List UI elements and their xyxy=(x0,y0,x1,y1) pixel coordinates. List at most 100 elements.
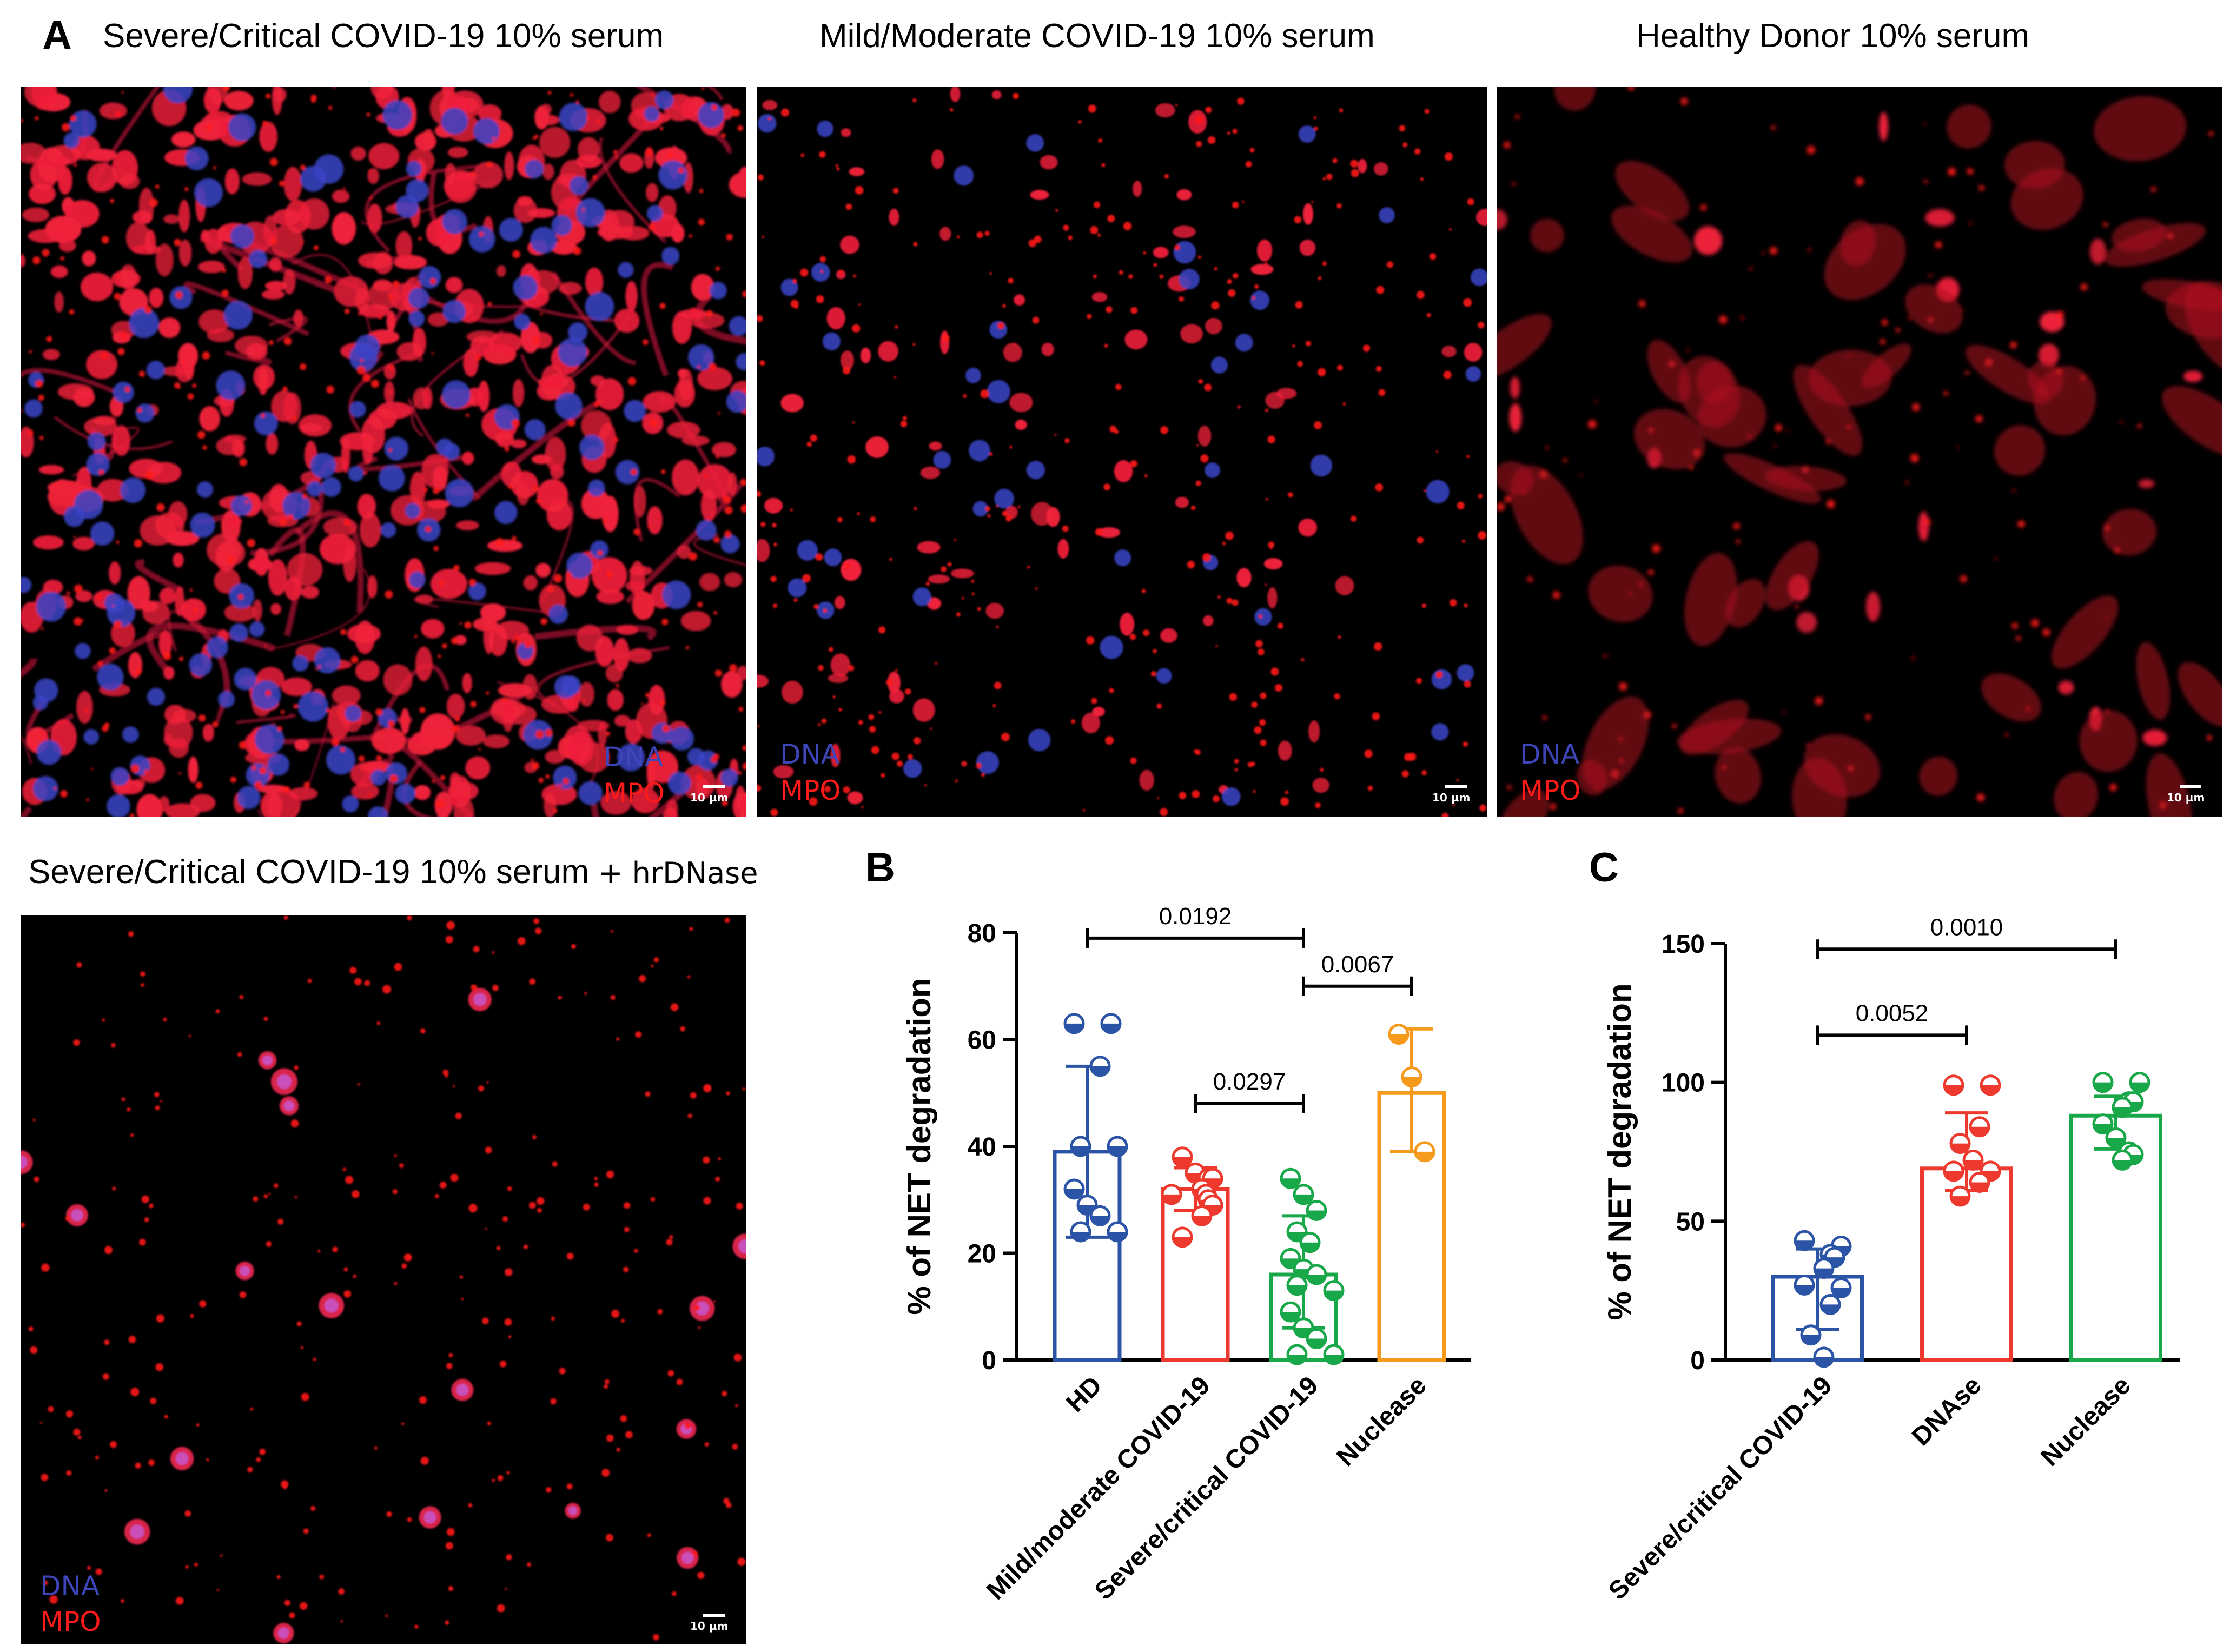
mpo-speck xyxy=(135,1462,141,1469)
mpo-speck xyxy=(694,1305,700,1311)
legend-dna: DNA xyxy=(40,1570,100,1602)
mpo-spot xyxy=(632,591,655,620)
mpo-speck xyxy=(650,964,654,968)
legend-dna: DNA xyxy=(1520,739,1580,770)
mpo-spot xyxy=(940,330,950,354)
neutrophil-cell xyxy=(69,110,97,138)
mpo-spot xyxy=(242,172,272,186)
mpo-speck xyxy=(540,618,547,625)
mpo-speck xyxy=(689,552,698,561)
point-fill xyxy=(1162,1194,1181,1204)
mpo-speck xyxy=(1258,614,1262,619)
mpo-speck xyxy=(913,242,918,247)
mpo-speck xyxy=(687,1113,692,1118)
mpo-speck xyxy=(668,152,674,158)
mpo-speck xyxy=(1923,122,1926,125)
point-fill xyxy=(1802,1335,1820,1344)
diffuse-mpo xyxy=(1862,343,1911,388)
cell-nucleus xyxy=(283,1100,295,1111)
mpo-spot xyxy=(1175,496,1189,508)
mpo-spot xyxy=(259,121,277,152)
mpo-speck xyxy=(1207,136,1216,144)
mpo-speck xyxy=(1101,163,1106,168)
mpo-spot xyxy=(513,198,538,223)
mpo-speck xyxy=(392,280,400,288)
mpo-speck xyxy=(606,571,613,578)
diffuse-mpo xyxy=(1981,673,2041,722)
mpo-speck xyxy=(1421,603,1427,608)
mpo-speck xyxy=(1292,344,1295,348)
mpo-speck xyxy=(669,1235,673,1239)
mpo-spot xyxy=(545,436,566,472)
mpo-speck xyxy=(511,419,520,428)
legend-dna: DNA xyxy=(604,741,664,773)
neutrophil-cell xyxy=(757,114,777,133)
mpo-speck xyxy=(1055,209,1058,212)
mpo-speck xyxy=(573,247,581,255)
mpo-speck xyxy=(378,315,382,320)
mpo-speck xyxy=(155,1105,160,1111)
mpo-speck xyxy=(962,597,964,600)
neutrophil-cell xyxy=(1100,635,1123,659)
mpo-speck xyxy=(300,164,306,170)
point-fill xyxy=(1795,1285,1814,1295)
point-fill xyxy=(1307,1275,1326,1284)
mpo-spot xyxy=(271,390,297,422)
micrograph-texture xyxy=(1497,87,2222,817)
mpo-speck xyxy=(1375,366,1382,372)
mpo-speck xyxy=(445,936,453,944)
mpo-spot xyxy=(427,312,449,327)
mpo-spot xyxy=(108,561,121,585)
mpo-speck xyxy=(1416,678,1422,684)
neutrophil-cell xyxy=(559,103,588,131)
mpo-speck xyxy=(155,184,160,189)
mpo-speck xyxy=(540,312,543,316)
mpo-spot xyxy=(920,466,941,479)
data-point xyxy=(1280,1167,1301,1189)
mpo-speck xyxy=(647,525,651,528)
mpo-speck xyxy=(315,668,317,671)
mpo-speck xyxy=(46,336,52,342)
mpo-spot xyxy=(633,486,646,518)
net-strand xyxy=(641,262,674,377)
neutrophil-cell xyxy=(342,795,359,813)
mpo-speck xyxy=(492,984,499,991)
mpo-speck xyxy=(212,721,219,728)
data-point xyxy=(1943,1160,1964,1182)
point-fill xyxy=(1951,1143,1969,1153)
mpo-speck xyxy=(737,1557,746,1566)
neutrophil-cell xyxy=(987,380,1010,403)
mpo-speck xyxy=(399,1163,404,1168)
mpo-speck xyxy=(757,315,763,322)
data-point xyxy=(2092,1072,2114,1093)
mpo-speck xyxy=(645,148,654,156)
mpo-spot xyxy=(671,459,699,496)
diffuse-mpo xyxy=(1678,356,1741,427)
neutrophil-cell xyxy=(553,765,577,789)
mpo-speck xyxy=(1807,248,1811,251)
net-strand xyxy=(183,281,310,336)
mpo-speck xyxy=(1552,591,1560,599)
mpo-spot xyxy=(111,269,141,288)
mpo-speck xyxy=(697,1571,705,1579)
mpo-speck xyxy=(661,619,669,626)
mpo-speck xyxy=(767,117,771,121)
neutrophil-cell xyxy=(994,488,1014,509)
mpo-speck xyxy=(48,1406,54,1412)
scale-bar xyxy=(1445,785,1467,788)
mpo-speck xyxy=(802,574,811,583)
mpo-speck xyxy=(1109,688,1114,693)
mpo-speck xyxy=(995,505,998,508)
mpo-speck xyxy=(558,784,563,788)
mpo-speck xyxy=(112,605,115,607)
mpo-spot xyxy=(168,501,188,527)
mpo-spot xyxy=(178,200,190,233)
mpo-speck xyxy=(140,971,145,977)
mpo-spot xyxy=(293,309,304,327)
data-point xyxy=(1172,1226,1193,1248)
mpo-speck xyxy=(550,1398,557,1405)
neutrophil-cell xyxy=(326,745,356,775)
mpo-speck xyxy=(858,720,863,725)
data-point xyxy=(1286,1344,1308,1365)
mpo-spot xyxy=(132,779,145,789)
